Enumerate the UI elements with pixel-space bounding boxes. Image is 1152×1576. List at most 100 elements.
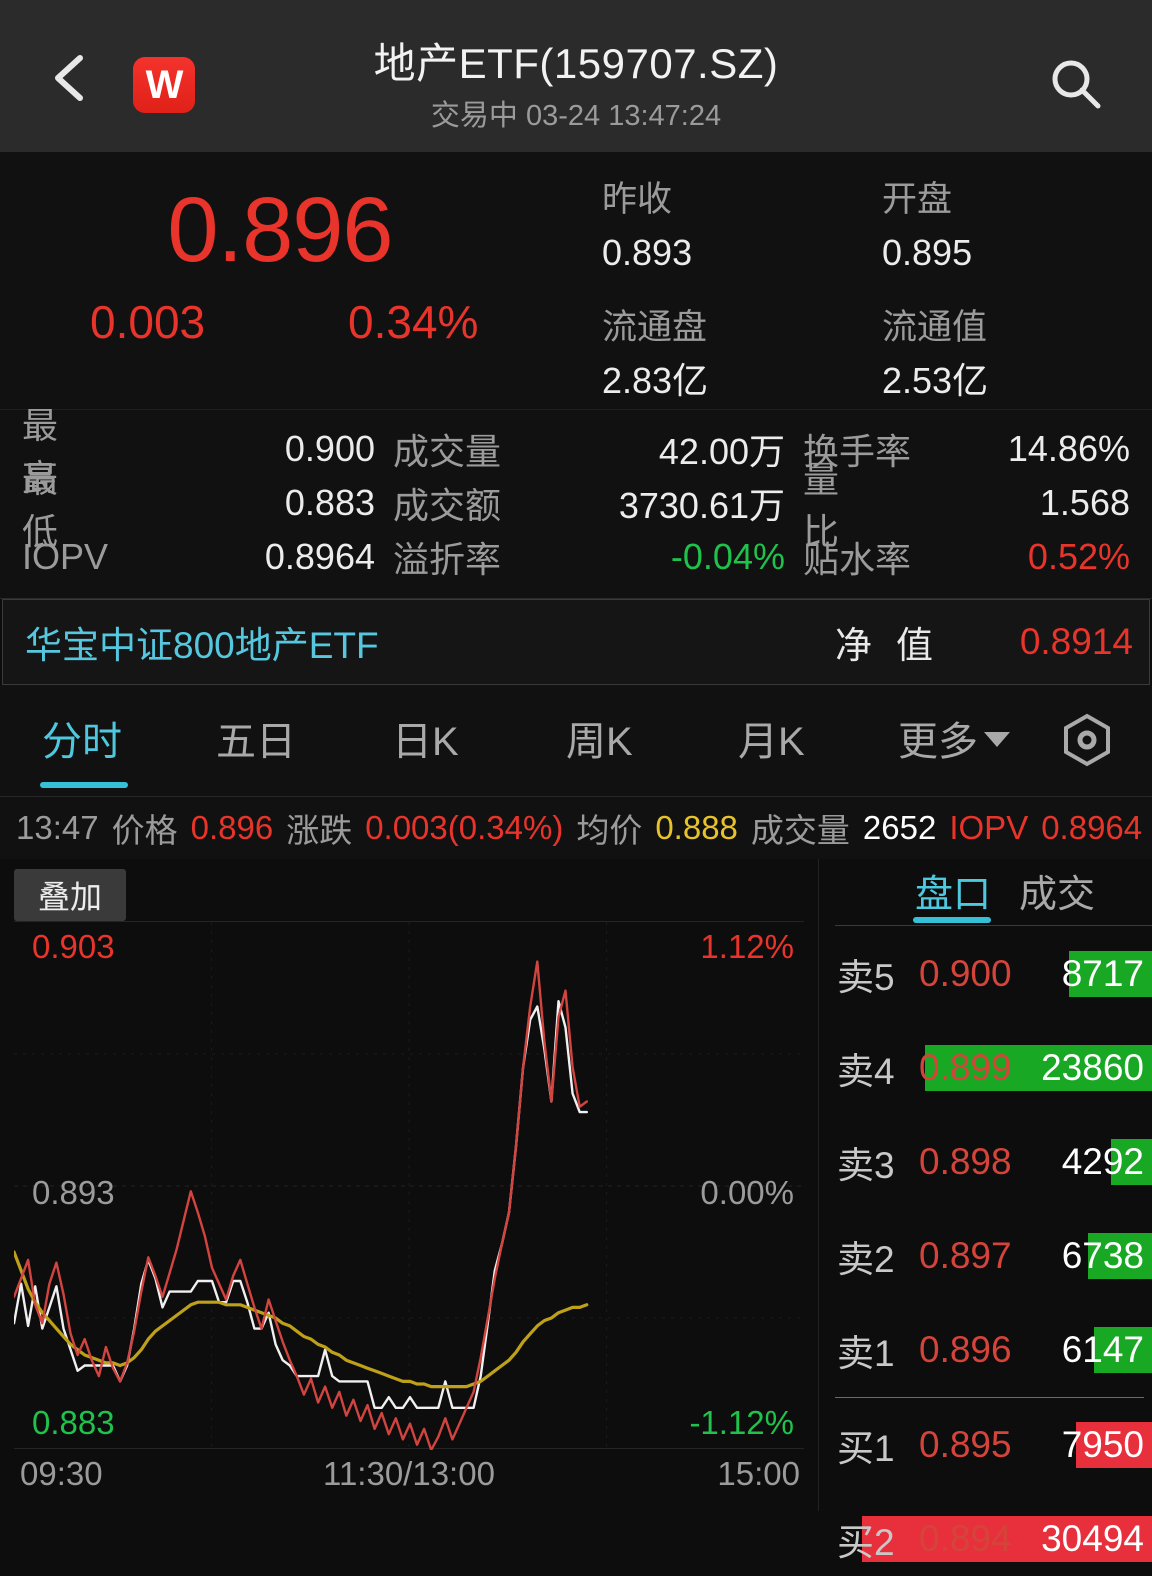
chart-svg <box>14 922 804 1450</box>
float-shares-label: 流通盘 <box>602 308 708 347</box>
order-book-level-label: 买1 <box>837 1428 895 1469</box>
stat-label-amount: 成交额 <box>393 485 502 526</box>
order-book-level-label: 卖3 <box>837 1145 895 1186</box>
stat-value-amount: 3730.61万 <box>618 485 785 526</box>
price-change: 0.003 <box>90 296 206 348</box>
stats-row: 最 高 0.900 成交量 42.00万 换手率 14.86% <box>0 405 1152 498</box>
etf-full-name: 华宝中证800地产ETF <box>25 625 379 666</box>
stat-label-volume-ratio: 量 比 <box>803 459 928 552</box>
order-book-volume: 6738 <box>1061 1235 1144 1276</box>
order-book-volume: 4292 <box>1061 1141 1144 1182</box>
info-volume-label: 成交量 <box>750 812 850 849</box>
tab-trades[interactable]: 成交 <box>1019 874 1096 916</box>
order-book-rows: 卖5 0.900 8717 卖4 0.899 23860 卖3 0.898 4292 卖2 0.89… <box>819 927 1152 1563</box>
stat-value-low: 0.883 <box>284 482 375 523</box>
price-change-percent: 0.34% <box>348 296 479 348</box>
float-value-value: 2.53亿 <box>882 360 989 401</box>
stat-value-discount: 0.52% <box>1027 536 1130 577</box>
order-book-price: 0.894 <box>919 1518 1012 1559</box>
order-book-price: 0.897 <box>919 1235 1012 1276</box>
chart-top-price: 0.903 <box>32 928 115 965</box>
search-icon[interactable] <box>1048 56 1104 112</box>
order-book-row[interactable]: 卖3 0.898 4292 <box>819 1115 1152 1209</box>
time-label-mid: 11:30/13:00 <box>323 1455 495 1492</box>
order-book-row[interactable]: 卖5 0.900 8717 <box>819 927 1152 1021</box>
order-book-row[interactable]: 卖2 0.897 6738 <box>819 1209 1152 1303</box>
order-book-level-label: 卖4 <box>837 1051 895 1092</box>
order-book-row[interactable]: 卖4 0.899 23860 <box>819 1021 1152 1115</box>
quote-panel: 0.896 0.003 0.34% 昨收 0.893 流通盘 2.83亿 开盘 … <box>0 152 1152 410</box>
info-avg-label: 均价 <box>576 812 643 849</box>
volume-bar <box>1111 1139 1152 1185</box>
order-book-tabs: 盘口 成交 <box>819 859 1152 926</box>
tab-active-underline <box>40 782 128 788</box>
order-book-price: 0.898 <box>919 1141 1012 1182</box>
chart-top-percent: 1.12% <box>700 928 794 965</box>
info-price-value: 0.896 <box>190 809 274 846</box>
order-book-price: 0.900 <box>919 953 1012 994</box>
chart-plot-area[interactable]: 0.903 1.12% 0.893 0.00% 0.883 -1.12% <box>14 921 804 1450</box>
chart-mid-percent: 0.00% <box>700 1174 794 1211</box>
ask-bid-separator <box>835 1397 1144 1398</box>
stats-row: 最 低 0.883 成交额 3730.61万 量 比 1.568 <box>0 459 1152 552</box>
intraday-chart[interactable]: 叠加 0.903 1.12% 0.893 0.00% 0.883 -1.12% … <box>0 859 818 1511</box>
tab-five-day[interactable]: 五日 <box>216 720 296 764</box>
stat-label-high: 最 高 <box>22 405 147 498</box>
volume-bar <box>1069 951 1152 997</box>
order-book-volume: 8717 <box>1061 953 1144 994</box>
stat-value-turnover-rate: 14.86% <box>1007 428 1130 469</box>
volume-bar <box>862 1516 1152 1562</box>
stat-value-volume-ratio: 1.568 <box>1039 482 1130 523</box>
stat-label-volume: 成交量 <box>393 431 502 472</box>
float-value-label: 流通值 <box>882 308 988 347</box>
chevron-down-icon <box>984 732 1010 747</box>
app-logo[interactable]: W <box>133 57 195 113</box>
stat-label-discount: 贴水率 <box>803 539 912 580</box>
tab-orderbook[interactable]: 盘口 <box>915 874 992 916</box>
info-time: 13:47 <box>16 809 99 846</box>
stat-label-iopv: IOPV <box>22 536 109 577</box>
tab-daily-k[interactable]: 日K <box>392 720 459 764</box>
order-book-row[interactable]: 买2 0.894 30494 <box>819 1492 1152 1576</box>
tab-more[interactable]: 更多 <box>898 709 1010 767</box>
last-price: 0.896 <box>167 179 393 281</box>
stat-value-volume: 42.00万 <box>658 431 785 472</box>
info-iopv-value: 0.8964 <box>1041 809 1143 846</box>
stat-value-premium: -0.04% <box>670 536 785 577</box>
etf-name-bar[interactable]: 华宝中证800地产ETF 净值 0.8914 <box>2 599 1150 685</box>
crosshair-info-strip: 13:47 价格 0.896 涨跌 0.003(0.34%) 均价 0.888 … <box>0 797 1152 859</box>
orderbook-tab-underline <box>913 917 991 923</box>
stat-label-turnover-rate: 换手率 <box>803 431 912 472</box>
order-book-row[interactable]: 卖1 0.896 6147 <box>819 1303 1152 1397</box>
tab-monthly-k[interactable]: 月K <box>738 720 805 764</box>
app-header: W 地产ETF(159707.SZ) 交易中 03-24 13:47:24 <box>0 0 1152 152</box>
prev-close-value: 0.893 <box>602 232 693 273</box>
order-book-price: 0.895 <box>919 1424 1012 1465</box>
info-volume-value: 2652 <box>862 809 937 846</box>
nav-label: 净值 <box>835 625 957 666</box>
nav-value: 0.8914 <box>1019 621 1133 662</box>
order-book-volume: 30494 <box>1041 1518 1144 1559</box>
order-book-price: 0.896 <box>919 1329 1012 1370</box>
back-icon[interactable] <box>44 52 92 104</box>
tab-weekly-k[interactable]: 周K <box>566 720 633 764</box>
chart-and-orderbook: 叠加 0.903 1.12% 0.893 0.00% 0.883 -1.12% … <box>0 859 1152 1563</box>
time-label-open: 09:30 <box>20 1455 103 1492</box>
open-label: 开盘 <box>882 180 953 219</box>
order-book-level-label: 卖1 <box>837 1333 895 1374</box>
volume-bar <box>1088 1233 1152 1279</box>
overlay-button[interactable]: 叠加 <box>14 869 126 921</box>
tab-more-label: 更多 <box>898 720 978 764</box>
chart-bottom-price: 0.883 <box>32 1404 115 1441</box>
stat-label-low: 最 低 <box>22 459 147 552</box>
chart-type-tabs: 分时 五日 日K 周K 月K 更多 <box>0 685 1152 797</box>
volume-bar <box>1076 1422 1152 1468</box>
info-price-label: 价格 <box>111 812 178 849</box>
stat-label-premium: 溢折率 <box>393 539 502 580</box>
stats-grid: 最 高 0.900 成交量 42.00万 换手率 14.86% 最 低 0.88… <box>0 405 1152 599</box>
volume-bar <box>1094 1327 1152 1373</box>
tab-fenshi[interactable]: 分时 <box>42 720 122 764</box>
order-book-row[interactable]: 买1 0.895 7950 <box>819 1398 1152 1492</box>
gear-hexagon-icon[interactable] <box>1060 713 1114 767</box>
